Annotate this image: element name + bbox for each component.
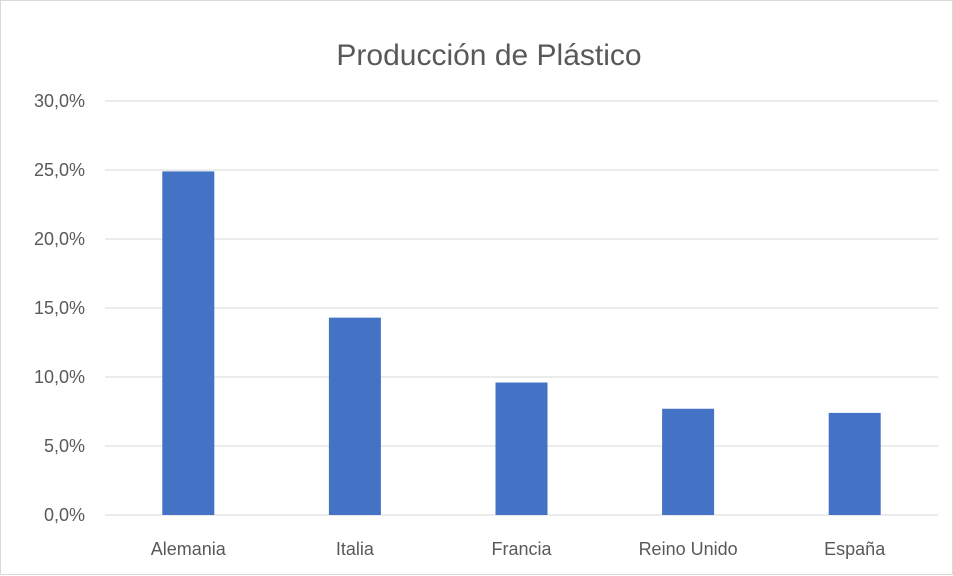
x-tick-label: Alemania (151, 539, 227, 559)
bar-francia (495, 382, 548, 515)
chart-title: Producción de Plástico (336, 39, 641, 72)
y-tick-label: 0,0% (44, 505, 85, 525)
x-tick-label: Francia (491, 539, 552, 559)
x-tick-label: España (824, 539, 886, 559)
y-tick-label: 20,0% (34, 229, 85, 249)
bars (162, 171, 881, 515)
gridlines (105, 100, 938, 516)
x-axis-tick-labels: Alemania Italia Francia Reino Unido España (151, 539, 886, 559)
bar-españa (828, 412, 881, 515)
y-tick-label: 5,0% (44, 436, 85, 456)
y-tick-label: 10,0% (34, 367, 85, 387)
y-axis-tick-labels: 0,0% 5,0% 10,0% 15,0% 20,0% 25,0% 30,0% (34, 91, 85, 525)
y-tick-label: 25,0% (34, 160, 85, 180)
bar-reino-unido (662, 408, 715, 515)
bar-alemania (162, 171, 215, 515)
y-tick-label: 30,0% (34, 91, 85, 111)
y-tick-label: 15,0% (34, 298, 85, 318)
bar-italia (328, 317, 381, 515)
x-tick-label: Italia (336, 539, 375, 559)
x-tick-label: Reino Unido (639, 539, 738, 559)
